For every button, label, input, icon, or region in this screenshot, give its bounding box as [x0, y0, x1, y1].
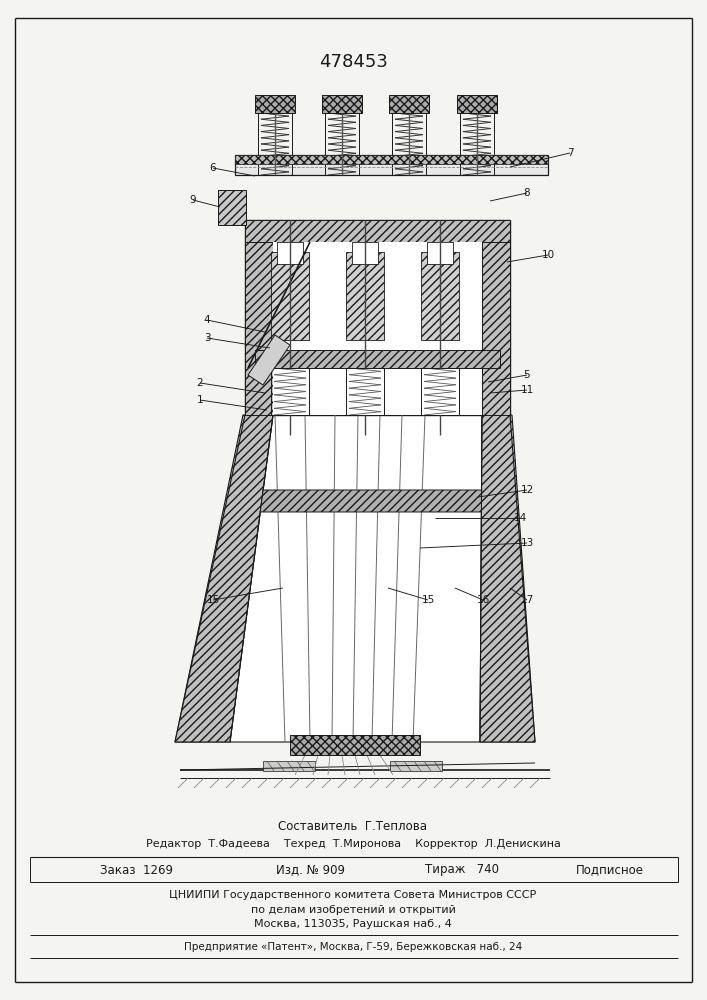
Text: 10: 10 [542, 250, 554, 260]
Bar [352, 242, 378, 264]
Bar [421, 368, 459, 415]
Polygon shape [230, 415, 482, 742]
Bar [427, 242, 453, 264]
Bar [322, 95, 362, 113]
Text: Москва, 113035, Раушская наб., 4: Москва, 113035, Раушская наб., 4 [254, 919, 452, 929]
Text: Заказ  1269: Заказ 1269 [100, 863, 173, 876]
Text: 14: 14 [513, 513, 527, 523]
Bar [390, 761, 442, 771]
Bar [460, 113, 494, 175]
Text: 1: 1 [197, 395, 204, 405]
Bar [258, 113, 292, 175]
Polygon shape [200, 415, 273, 742]
Bar [290, 735, 420, 755]
Bar [245, 220, 510, 415]
Text: 2: 2 [197, 378, 204, 388]
Text: 11: 11 [520, 385, 534, 395]
Text: 13: 13 [520, 538, 534, 548]
Text: 15: 15 [421, 595, 435, 605]
Text: 6: 6 [210, 163, 216, 173]
Bar [457, 95, 497, 113]
Text: 8: 8 [524, 188, 530, 198]
Polygon shape [230, 415, 482, 742]
Bar [482, 242, 510, 415]
Text: Подписное: Подписное [576, 863, 644, 876]
Text: 478453: 478453 [319, 53, 387, 71]
Text: 12: 12 [520, 485, 534, 495]
Bar [245, 220, 510, 242]
Text: 17: 17 [520, 595, 534, 605]
Text: 15: 15 [206, 595, 220, 605]
Text: Изд. № 909: Изд. № 909 [276, 863, 344, 876]
Bar [218, 190, 246, 225]
Bar [273, 242, 482, 415]
Text: по делам изобретений и открытий: по делам изобретений и открытий [250, 905, 455, 915]
Text: 16: 16 [477, 595, 490, 605]
Text: Тираж   740: Тираж 740 [425, 863, 499, 876]
Bar [235, 155, 548, 164]
Bar [389, 95, 429, 113]
Text: 4: 4 [204, 315, 210, 325]
Text: 3: 3 [204, 333, 210, 343]
Bar [421, 252, 459, 340]
Bar [271, 368, 309, 415]
Bar [271, 252, 309, 340]
Bar [255, 95, 295, 113]
Bar [263, 761, 315, 771]
Text: Предприятие «Патент», Москва, Г-59, Бережковская наб., 24: Предприятие «Патент», Москва, Г-59, Бере… [184, 942, 522, 952]
Polygon shape [175, 415, 273, 742]
Polygon shape [480, 415, 510, 742]
Polygon shape [260, 490, 481, 512]
Text: 5: 5 [524, 370, 530, 380]
Bar [325, 113, 359, 175]
Text: ЦНИИПИ Государственного комитета Совета Министров СССР: ЦНИИПИ Государственного комитета Совета … [170, 890, 537, 900]
Polygon shape [480, 415, 535, 742]
Bar [346, 368, 384, 415]
Bar [245, 242, 273, 415]
Text: 7: 7 [567, 148, 573, 158]
Bar [346, 252, 384, 340]
Bar [235, 155, 548, 175]
Polygon shape [510, 415, 535, 742]
Text: 9: 9 [189, 195, 197, 205]
Polygon shape [248, 335, 290, 385]
Polygon shape [175, 415, 245, 742]
Text: Редактор  Т.Фадеева    Техред  Т.Миронова    Корректор  Л.Денискина: Редактор Т.Фадеева Техред Т.Миронова Кор… [146, 839, 561, 849]
Text: Составитель  Г.Теплова: Составитель Г.Теплова [279, 820, 428, 832]
Bar [392, 113, 426, 175]
Bar [255, 350, 500, 368]
Bar [277, 242, 303, 264]
